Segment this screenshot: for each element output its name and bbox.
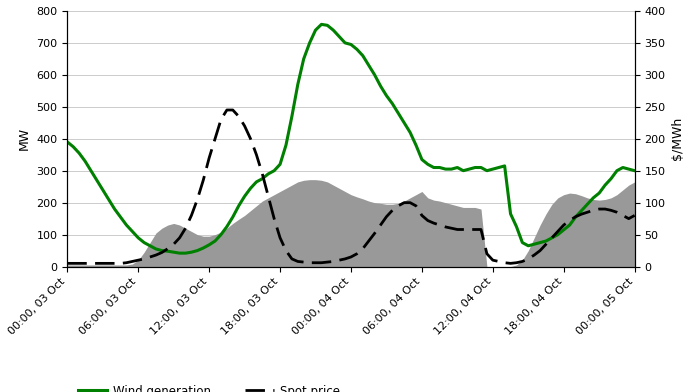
- Y-axis label: MW: MW: [18, 127, 31, 150]
- Legend: Wind generation, Thermal generation, Spot price: Wind generation, Thermal generation, Spo…: [73, 380, 345, 392]
- Y-axis label: $/MWh: $/MWh: [671, 117, 684, 160]
